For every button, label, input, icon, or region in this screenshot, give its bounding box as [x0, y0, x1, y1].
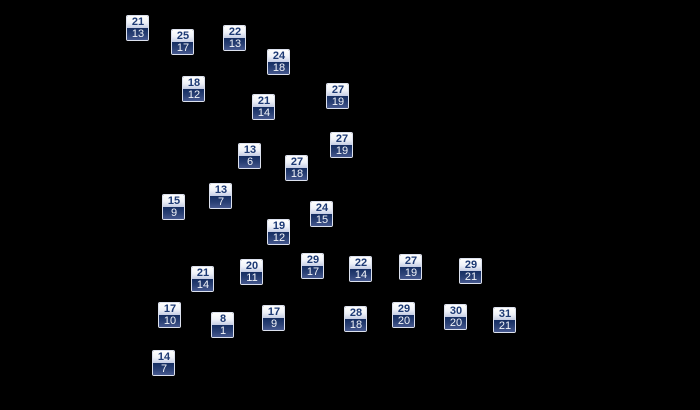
low-temperature: 6: [239, 156, 260, 168]
high-temperature: 25: [172, 30, 193, 42]
high-temperature: 29: [393, 303, 414, 315]
high-temperature: 17: [263, 306, 284, 318]
low-temperature: 14: [253, 107, 274, 119]
low-temperature: 19: [331, 145, 352, 157]
high-temperature: 27: [327, 84, 348, 96]
high-temperature: 24: [311, 202, 332, 214]
high-temperature: 24: [268, 50, 289, 62]
high-temperature: 20: [241, 260, 262, 272]
low-temperature: 19: [327, 96, 348, 108]
high-temperature: 27: [286, 156, 307, 168]
temperature-marker[interactable]: 14 7: [152, 350, 175, 376]
low-temperature: 7: [153, 363, 174, 375]
temperature-marker[interactable]: 21 14: [191, 266, 214, 292]
low-temperature: 19: [400, 267, 421, 279]
high-temperature: 21: [253, 95, 274, 107]
temperature-marker[interactable]: 18 12: [182, 76, 205, 102]
high-temperature: 13: [239, 144, 260, 156]
low-temperature: 17: [172, 42, 193, 54]
low-temperature: 9: [263, 318, 284, 330]
high-temperature: 17: [159, 303, 180, 315]
temperature-marker[interactable]: 22 14: [349, 256, 372, 282]
temperature-marker[interactable]: 13 7: [209, 183, 232, 209]
temperature-marker[interactable]: 31 21: [493, 307, 516, 333]
low-temperature: 18: [268, 62, 289, 74]
high-temperature: 19: [268, 220, 289, 232]
temperature-marker[interactable]: 27 19: [330, 132, 353, 158]
low-temperature: 18: [345, 319, 366, 331]
low-temperature: 12: [268, 232, 289, 244]
temperature-marker[interactable]: 29 21: [459, 258, 482, 284]
low-temperature: 10: [159, 315, 180, 327]
high-temperature: 27: [331, 133, 352, 145]
temperature-marker[interactable]: 28 18: [344, 306, 367, 332]
temperature-marker[interactable]: 21 13: [126, 15, 149, 41]
high-temperature: 14: [153, 351, 174, 363]
high-temperature: 21: [127, 16, 148, 28]
temperature-marker[interactable]: 13 6: [238, 143, 261, 169]
temperature-marker[interactable]: 24 18: [267, 49, 290, 75]
temperature-marker[interactable]: 27 18: [285, 155, 308, 181]
temperature-marker[interactable]: 21 14: [252, 94, 275, 120]
low-temperature: 21: [460, 271, 481, 283]
low-temperature: 14: [192, 279, 213, 291]
temperature-marker[interactable]: 15 9: [162, 194, 185, 220]
low-temperature: 13: [224, 38, 245, 50]
low-temperature: 7: [210, 196, 231, 208]
low-temperature: 12: [183, 89, 204, 101]
low-temperature: 20: [393, 315, 414, 327]
low-temperature: 17: [302, 266, 323, 278]
high-temperature: 8: [212, 313, 233, 325]
temperature-marker[interactable]: 17 10: [158, 302, 181, 328]
high-temperature: 29: [460, 259, 481, 271]
high-temperature: 18: [183, 77, 204, 89]
high-temperature: 31: [494, 308, 515, 320]
high-temperature: 28: [345, 307, 366, 319]
temperature-marker[interactable]: 30 20: [444, 304, 467, 330]
low-temperature: 1: [212, 325, 233, 337]
high-temperature: 22: [224, 26, 245, 38]
low-temperature: 15: [311, 214, 332, 226]
temperature-marker[interactable]: 19 12: [267, 219, 290, 245]
temperature-marker[interactable]: 25 17: [171, 29, 194, 55]
temperature-marker[interactable]: 27 19: [399, 254, 422, 280]
temperature-marker[interactable]: 22 13: [223, 25, 246, 51]
high-temperature: 27: [400, 255, 421, 267]
high-temperature: 29: [302, 254, 323, 266]
high-temperature: 22: [350, 257, 371, 269]
low-temperature: 14: [350, 269, 371, 281]
high-temperature: 15: [163, 195, 184, 207]
high-temperature: 21: [192, 267, 213, 279]
temperature-marker[interactable]: 17 9: [262, 305, 285, 331]
low-temperature: 21: [494, 320, 515, 332]
temperature-marker[interactable]: 27 19: [326, 83, 349, 109]
low-temperature: 20: [445, 317, 466, 329]
temperature-marker[interactable]: 8 1: [211, 312, 234, 338]
low-temperature: 18: [286, 168, 307, 180]
temperature-marker[interactable]: 29 17: [301, 253, 324, 279]
low-temperature: 13: [127, 28, 148, 40]
high-temperature: 30: [445, 305, 466, 317]
low-temperature: 11: [241, 272, 262, 284]
low-temperature: 9: [163, 207, 184, 219]
high-temperature: 13: [210, 184, 231, 196]
temperature-marker[interactable]: 24 15: [310, 201, 333, 227]
temperature-marker[interactable]: 20 11: [240, 259, 263, 285]
temperature-marker[interactable]: 29 20: [392, 302, 415, 328]
